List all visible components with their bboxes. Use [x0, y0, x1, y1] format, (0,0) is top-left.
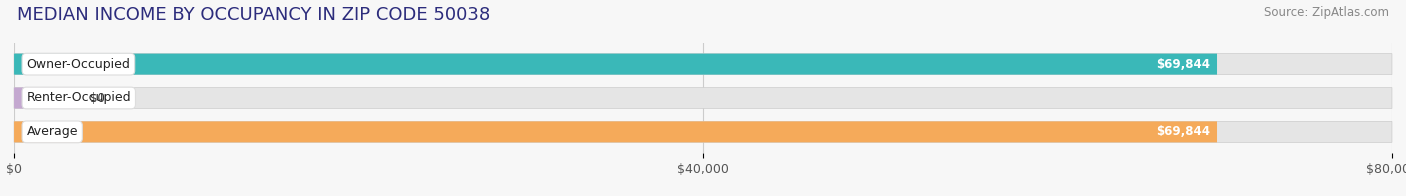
Text: MEDIAN INCOME BY OCCUPANCY IN ZIP CODE 50038: MEDIAN INCOME BY OCCUPANCY IN ZIP CODE 5…	[17, 6, 491, 24]
Text: $69,844: $69,844	[1156, 125, 1211, 138]
FancyBboxPatch shape	[14, 121, 1218, 142]
FancyBboxPatch shape	[14, 54, 1392, 75]
Text: Renter-Occupied: Renter-Occupied	[27, 92, 131, 104]
Text: Source: ZipAtlas.com: Source: ZipAtlas.com	[1264, 6, 1389, 19]
FancyBboxPatch shape	[14, 121, 1392, 142]
Text: Average: Average	[27, 125, 77, 138]
Text: $69,844: $69,844	[1156, 58, 1211, 71]
Text: $0: $0	[90, 92, 104, 104]
FancyBboxPatch shape	[14, 54, 1218, 75]
Text: Owner-Occupied: Owner-Occupied	[27, 58, 131, 71]
FancyBboxPatch shape	[14, 87, 1392, 109]
FancyBboxPatch shape	[14, 87, 76, 109]
